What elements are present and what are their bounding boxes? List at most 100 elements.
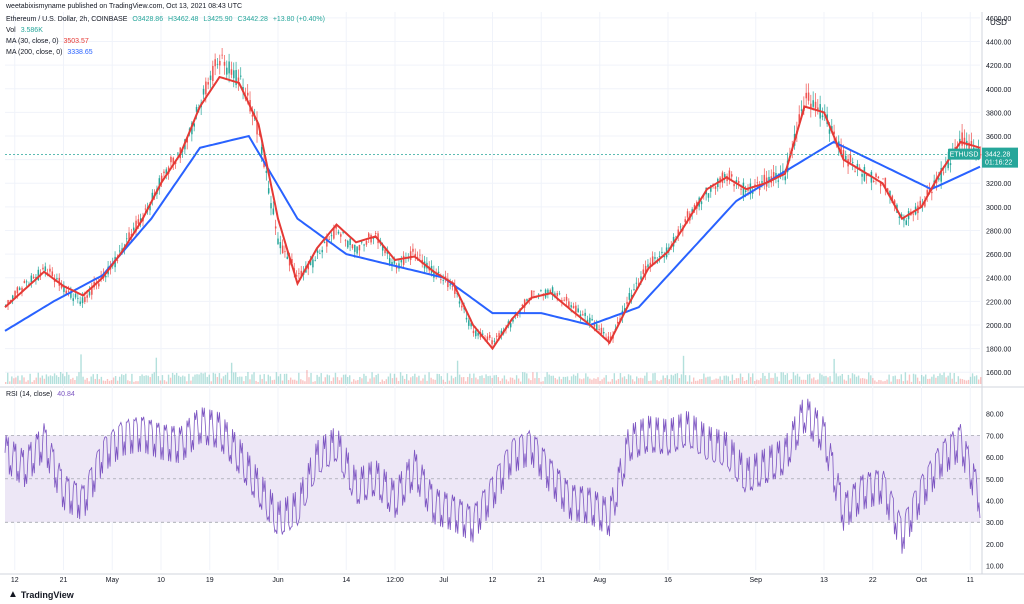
volume-bar — [723, 375, 725, 384]
candle-body — [177, 152, 179, 154]
volume-bar — [780, 372, 782, 384]
candle-body — [351, 244, 354, 249]
candle-body — [721, 172, 724, 183]
volume-bar — [876, 381, 878, 384]
volume-bar — [59, 372, 62, 384]
volume-bar — [7, 372, 9, 384]
candle-body — [561, 300, 563, 302]
volume-bar — [542, 381, 544, 384]
publisher-line: weetabixismyname published on TradingVie… — [6, 3, 243, 10]
volume-bar — [640, 377, 642, 384]
volume-bar — [194, 374, 196, 384]
volume-bar — [668, 379, 670, 384]
volume-bar — [485, 374, 487, 384]
volume-bar — [161, 375, 164, 384]
volume-bar — [896, 379, 898, 384]
candle-body — [88, 291, 91, 296]
volume-bar — [11, 376, 13, 384]
candle-body — [451, 285, 454, 287]
candle-body — [381, 245, 384, 251]
volume-bar — [827, 377, 829, 384]
volume-bar — [670, 374, 673, 384]
volume-bar — [190, 380, 192, 384]
volume-bar — [53, 373, 56, 384]
volume-bar — [76, 376, 78, 384]
candle-body — [737, 181, 740, 184]
candle-body — [330, 235, 333, 237]
candle-body — [384, 249, 386, 254]
volume-bar — [625, 379, 628, 384]
rsi-line — [4, 398, 981, 554]
volume-bar — [446, 373, 449, 384]
volume-bar — [882, 381, 884, 384]
volume-bar — [892, 376, 894, 384]
volume-bar — [39, 377, 42, 384]
volume-bar — [943, 372, 945, 384]
candle-body — [875, 173, 877, 177]
candle-body — [465, 317, 468, 320]
candle-body — [647, 264, 649, 268]
volume-bar — [534, 378, 536, 384]
volume-bar — [536, 372, 538, 384]
symbol-line[interactable]: Ethereum / U.S. Dollar, 2h, COINBASE O34… — [6, 15, 328, 24]
volume-bar — [355, 380, 357, 384]
candle-body — [240, 75, 242, 77]
candle-body — [572, 305, 575, 309]
volume-bar — [243, 381, 245, 384]
volume-bar — [165, 381, 168, 384]
volume-bar — [570, 376, 573, 384]
candle-body — [116, 259, 119, 261]
volume-bar — [412, 376, 414, 384]
volume-bar — [395, 377, 398, 384]
candle-body — [419, 254, 421, 256]
candle-body — [684, 219, 686, 223]
rsi-legend[interactable]: RSI (14, close) 40.84 — [6, 390, 78, 399]
rsi-tick-label: 60.00 — [986, 455, 1004, 462]
ma200-legend[interactable]: MA (200, close, 0) 3338.65 — [6, 48, 96, 57]
volume-bar — [210, 381, 212, 384]
volume-bar — [473, 373, 475, 384]
volume-bar — [538, 378, 540, 384]
candle-body — [165, 169, 168, 175]
ma30-legend[interactable]: MA (30, close, 0) 3503.57 — [6, 37, 92, 46]
candle-body — [498, 333, 500, 339]
candle-body — [482, 333, 484, 335]
volume-bar — [894, 375, 896, 384]
volume-bar — [788, 380, 791, 384]
candle-body — [800, 109, 803, 111]
candle-body — [361, 241, 363, 243]
volume-bar — [585, 373, 587, 384]
volume-bar — [776, 376, 778, 384]
candle-body — [740, 188, 742, 190]
volume-bar — [245, 376, 247, 384]
candle-body — [540, 290, 542, 291]
volume-bar — [444, 381, 447, 384]
volume-bar — [17, 375, 19, 384]
candle-body — [963, 137, 966, 145]
candle-body — [744, 190, 747, 192]
volume-bar — [975, 375, 978, 384]
volume-bar — [147, 375, 149, 384]
volume-bar — [13, 378, 15, 384]
candle-body — [905, 220, 908, 225]
vol-legend[interactable]: Vol 3.586K — [6, 26, 46, 35]
candle-body — [91, 288, 93, 295]
volume-bar — [980, 377, 982, 384]
vol-value: 3.586K — [20, 27, 43, 34]
volume-bar — [686, 381, 689, 384]
volume-bar — [721, 379, 723, 384]
currency-label[interactable]: USD — [990, 18, 1007, 27]
volume-bar — [870, 375, 872, 384]
volume-bar — [532, 372, 534, 384]
candle-body — [219, 60, 221, 66]
volume-bar — [955, 381, 957, 384]
volume-bar — [526, 373, 528, 384]
volume-bar — [450, 375, 453, 384]
volume-bar — [676, 373, 679, 384]
volume-bar — [770, 377, 772, 384]
candle-body — [86, 295, 88, 298]
volume-bar — [739, 373, 742, 384]
candle-body — [235, 70, 237, 85]
tradingview-logo[interactable]: ▲ TradingView — [8, 589, 74, 600]
